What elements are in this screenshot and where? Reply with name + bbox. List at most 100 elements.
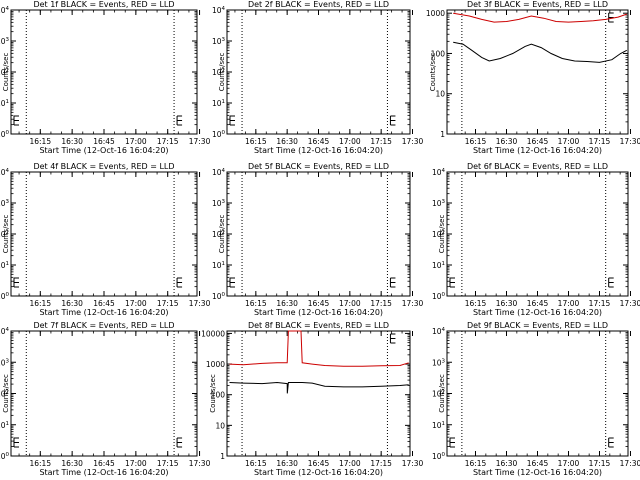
plot-frame — [10, 171, 198, 297]
panel-title: Det 7f BLACK = Events, RED = LLD — [33, 321, 174, 330]
panel-det-8: Det 8f BLACK = Events, RED = LLD Counts/s… — [201, 321, 423, 477]
x-tick-label: 16:30 — [276, 137, 298, 146]
y-axis-label: Counts/sec — [218, 53, 226, 92]
x-axis-label: Start Time (12-Oct-16 16:04:20) — [473, 146, 602, 155]
y-axis-label: Counts/sec — [429, 53, 437, 92]
y-axis-label: Counts/sec — [2, 374, 10, 413]
x-tick-label: 16:15 — [465, 459, 487, 468]
y-axis-label: Counts/sec — [209, 374, 217, 413]
y-axis-label: Counts/sec — [2, 215, 10, 254]
x-tick-label: 16:45 — [93, 137, 115, 146]
y-tick-label: 1 — [220, 452, 225, 461]
x-tick-label: 17:30 — [620, 299, 640, 308]
series-lld-line — [229, 330, 409, 367]
panel-title: Det 3f BLACK = Events, RED = LLD — [467, 0, 608, 9]
y-tick-label: 101 — [432, 421, 445, 430]
x-tick-label: 16:15 — [29, 137, 51, 146]
y-tick-label: 103 — [0, 199, 10, 208]
y-tick-label: 101 — [212, 261, 225, 270]
y-axis-label: Counts/sec — [438, 374, 446, 413]
x-tick-label: 16:45 — [527, 299, 549, 308]
panel-det-5: Det 5f BLACK = Events, RED = LLD Counts/s… — [212, 162, 424, 317]
plot-frame — [10, 330, 198, 457]
x-tick-label: 17:30 — [189, 459, 211, 468]
y-tick-label: 100 — [431, 49, 446, 58]
bracket-marker — [176, 277, 183, 288]
x-tick-label: 16:15 — [245, 299, 267, 308]
y-tick-label: 1000 — [206, 360, 225, 369]
panel-det-4: Det 4f BLACK = Events, RED = LLD Counts/s… — [0, 162, 211, 317]
x-tick-label: 16:15 — [245, 459, 267, 468]
y-tick-label: 101 — [212, 99, 225, 108]
y-tick-label: 100 — [0, 452, 10, 461]
y-tick-label: 1000 — [426, 9, 445, 18]
x-tick-label: 16:30 — [496, 299, 518, 308]
x-tick-label: 16:45 — [527, 459, 549, 468]
x-tick-label: 16:15 — [465, 137, 487, 146]
x-axis-label: Start Time (12-Oct-16 16:04:20) — [254, 308, 383, 317]
bracket-marker — [176, 115, 183, 126]
x-tick-label: 16:15 — [29, 299, 51, 308]
x-axis-label: Start Time (12-Oct-16 16:04:20) — [254, 146, 383, 155]
x-tick-label: 17:00 — [558, 459, 580, 468]
bracket-marker — [389, 115, 396, 126]
y-tick-label: 103 — [0, 358, 10, 367]
x-tick-label: 16:30 — [61, 137, 83, 146]
series-events-line — [453, 41, 628, 63]
x-tick-label: 16:30 — [496, 459, 518, 468]
panel-title: Det 4f BLACK = Events, RED = LLD — [33, 162, 174, 171]
y-tick-label: 100 — [212, 130, 226, 139]
y-tick-label: 102 — [0, 230, 9, 239]
x-tick-label: 16:45 — [93, 459, 115, 468]
bracket-marker — [608, 12, 614, 23]
y-tick-label: 104 — [0, 168, 10, 177]
plot-frame — [226, 171, 411, 297]
y-tick-label: 100 — [211, 391, 226, 400]
y-tick-label: 10 — [215, 421, 225, 430]
x-tick-label: 16:45 — [93, 299, 115, 308]
plot-frame — [226, 330, 411, 457]
panel-det-1: Det 1f BLACK = Events, RED = LLD Counts/s… — [0, 0, 211, 155]
bracket-marker — [13, 115, 19, 126]
y-tick-label: 102 — [0, 68, 9, 77]
y-tick-label: 103 — [432, 199, 446, 208]
x-tick-label: 17:30 — [189, 137, 211, 146]
x-tick-label: 16:30 — [61, 299, 83, 308]
panel-det-6: Det 6f BLACK = Events, RED = LLD Counts/s… — [432, 162, 640, 317]
x-tick-label: 17:00 — [125, 299, 147, 308]
x-tick-label: 17:15 — [589, 299, 611, 308]
x-tick-label: 17:00 — [339, 137, 361, 146]
panel-det-7: Det 7f BLACK = Events, RED = LLD Counts/s… — [0, 321, 211, 477]
x-tick-label: 16:45 — [308, 459, 330, 468]
y-tick-label: 101 — [432, 261, 445, 270]
x-tick-label: 17:30 — [402, 299, 424, 308]
plot-frame — [10, 9, 198, 135]
y-tick-label: 103 — [432, 358, 446, 367]
y-tick-label: 104 — [212, 168, 226, 177]
panel-det-2: Det 2f BLACK = Events, RED = LLD Counts/s… — [212, 0, 424, 155]
x-axis-label: Start Time (12-Oct-16 16:04:20) — [39, 468, 168, 477]
y-tick-label: 100 — [0, 130, 10, 139]
y-axis-label: Counts/sec — [438, 215, 446, 254]
bracket-marker — [229, 277, 235, 288]
bracket-marker — [608, 277, 614, 288]
bracket-marker — [176, 437, 183, 448]
y-tick-label: 101 — [0, 99, 9, 108]
y-tick-label: 104 — [212, 6, 226, 15]
y-tick-label: 104 — [0, 6, 10, 15]
x-tick-label: 17:00 — [558, 137, 580, 146]
y-tick-label: 10000 — [201, 329, 225, 338]
x-tick-label: 16:30 — [276, 299, 298, 308]
x-tick-label: 17:15 — [157, 459, 179, 468]
panel-title: Det 2f BLACK = Events, RED = LLD — [248, 0, 389, 9]
x-axis-label: Start Time (12-Oct-16 16:04:20) — [39, 308, 168, 317]
x-tick-label: 17:30 — [402, 459, 424, 468]
bracket-marker — [449, 437, 455, 448]
x-tick-label: 16:45 — [527, 137, 549, 146]
series-lld-line — [453, 12, 627, 23]
panel-det-3: Det 3f BLACK = Events, RED = LLD Counts/s… — [426, 0, 640, 155]
panel-det-9: Det 9f BLACK = Events, RED = LLD Counts/s… — [432, 321, 640, 477]
x-tick-label: 17:15 — [157, 299, 179, 308]
x-tick-label: 17:30 — [189, 299, 211, 308]
